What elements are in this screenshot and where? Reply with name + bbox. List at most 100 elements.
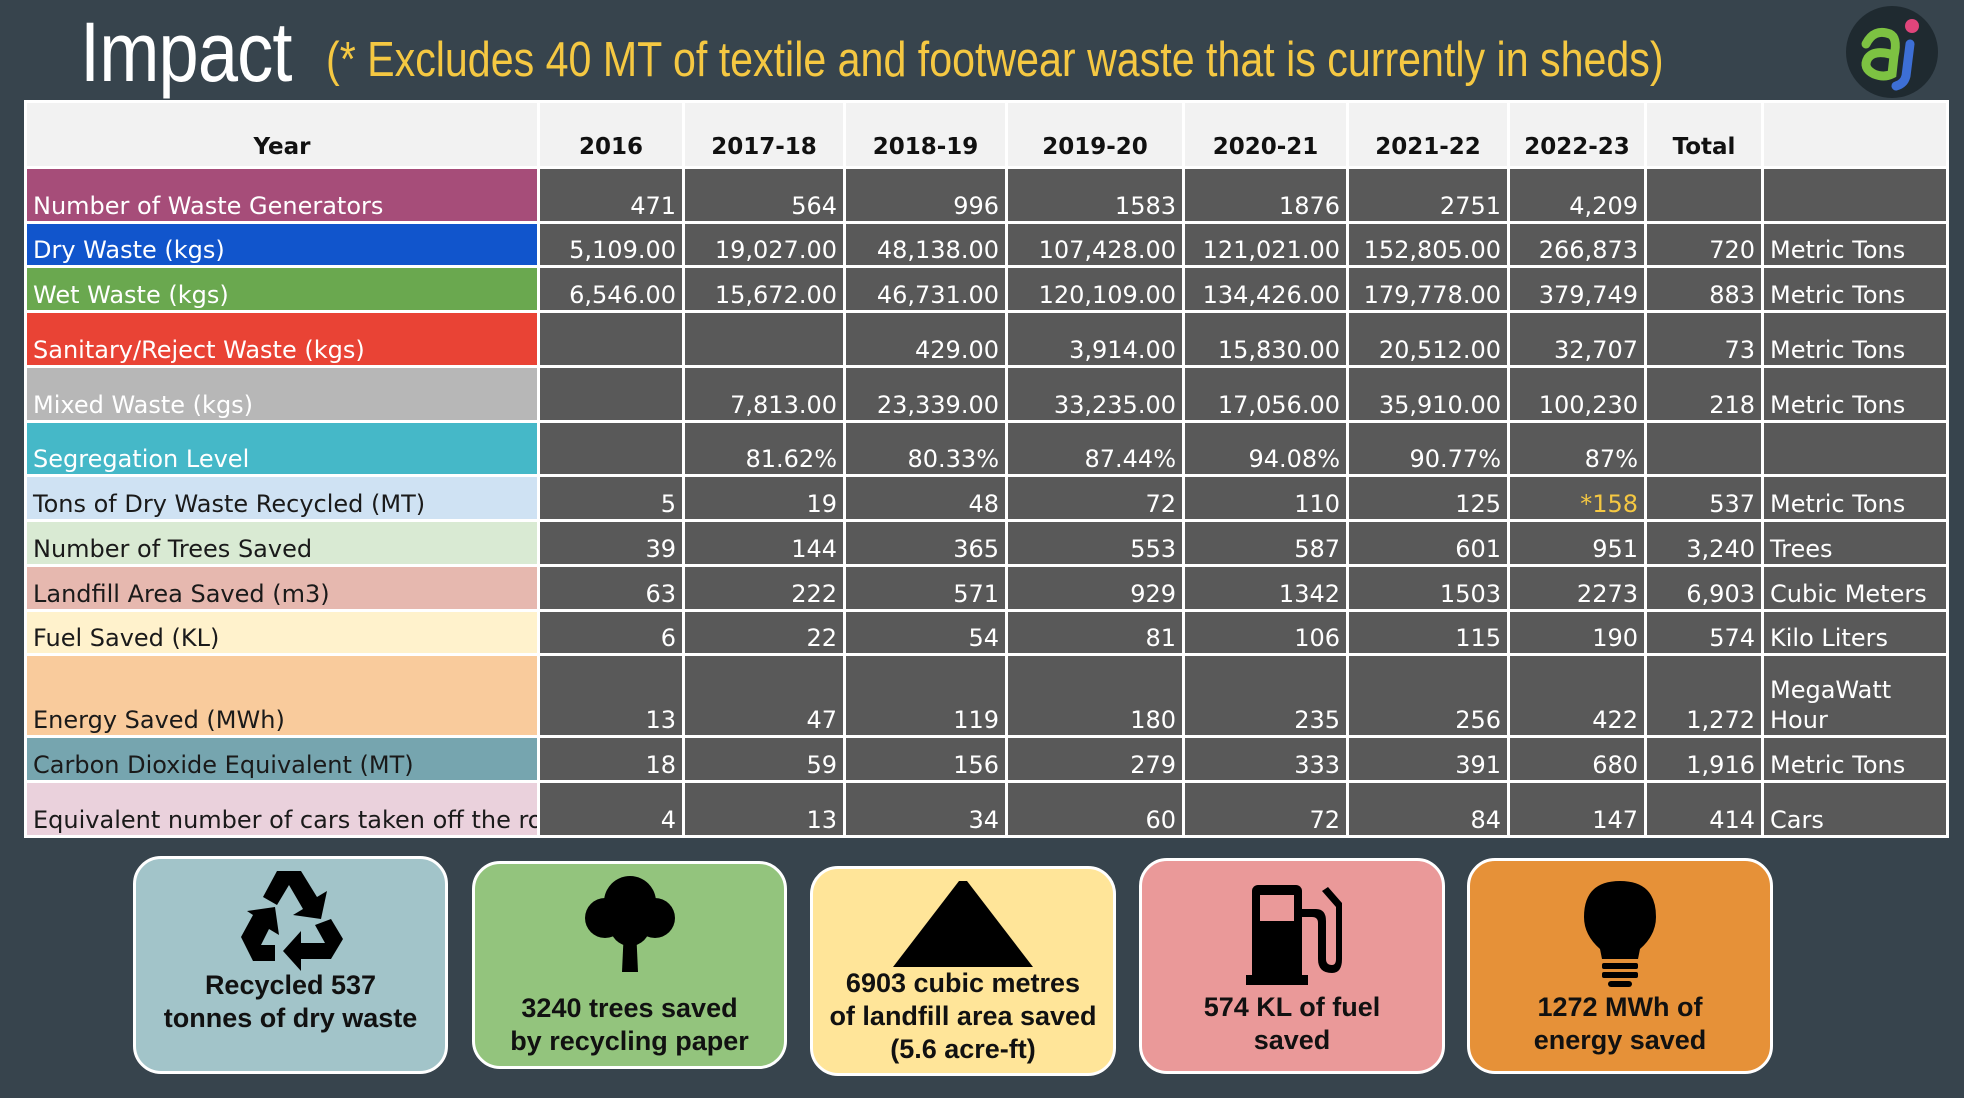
value-cell: 929 [1005,563,1185,612]
value-cell: 564 [682,166,846,224]
card-caption: 1272 MWh of energy saved [1470,991,1770,1057]
value-cell: 48,138.00 [843,220,1008,269]
value-cell: 1,272 [1644,653,1764,739]
value-cell: 72 [1182,780,1349,838]
value-cell: 391 [1346,735,1510,784]
table-row: Number of Trees Saved 39 144 365 553 587 601 95… [24,519,1949,567]
unit-cell: MegaWatt Hour [1761,653,1949,739]
value-cell: 84 [1346,780,1510,838]
row-label: Number of Waste Generators [24,166,540,224]
row-label: Fuel Saved (KL) [24,608,540,657]
value-cell [1644,419,1764,478]
value-cell: 333 [1182,735,1349,784]
value-cell: 17,056.00 [1182,364,1349,423]
card-caption-line: energy saved [1533,1025,1707,1055]
value-cell: 90.77% [1346,419,1510,478]
value-cell: 951 [1507,519,1647,567]
value-cell: 63 [537,563,685,612]
column-header-2017-18: 2017-18 [682,100,846,169]
value-cell: 5,109.00 [537,220,685,269]
value-cell: 19 [682,474,846,523]
value-cell: 537 [1644,474,1764,523]
card-caption-line: tonnes of dry waste [163,1003,418,1033]
card-caption-line: of landfill area saved [829,1001,1097,1031]
value-cell: 119 [843,653,1008,739]
value-cell: 110 [1182,474,1349,523]
card-caption: 3240 trees saved by recycling paper [475,992,784,1058]
row-label: Sanitary/Reject Waste (kgs) [24,310,540,368]
value-cell [1644,166,1764,224]
value-cell: 4 [537,780,685,838]
tree-icon [475,868,784,978]
value-cell: 115 [1346,608,1510,657]
row-label: Equivalent number of cars taken off the … [24,780,540,838]
value-cell: 218 [1644,364,1764,423]
column-header-2022-23: 2022-23 [1507,100,1647,169]
value-cell: *158 [1507,474,1647,523]
table-row: Tons of Dry Waste Recycled (MT) 5 19 48 72 11… [24,474,1949,523]
value-cell: 107,428.00 [1005,220,1185,269]
card-caption-line: 3240 trees saved [521,993,738,1023]
table-row: Sanitary/Reject Waste (kgs) 429.00 3,914.0… [24,310,1949,368]
table-row: Energy Saved (MWh) 13 47 119 180 235 256 422 1,2… [24,653,1949,739]
value-cell [537,364,685,423]
value-cell: 81 [1005,608,1185,657]
value-cell: 1342 [1182,563,1349,612]
value-cell: 571 [843,563,1008,612]
table-row: Carbon Dioxide Equivalent (MT) 18 59 156 279… [24,735,1949,784]
value-cell: 147 [1507,780,1647,838]
value-cell: 20,512.00 [1346,310,1510,368]
column-header-total: Total [1644,100,1764,169]
value-cell: 471 [537,166,685,224]
value-cell: 365 [843,519,1008,567]
value-cell: 46,731.00 [843,265,1008,314]
value-cell: 81.62% [682,419,846,478]
card-fuel: 574 KL of fuel saved [1139,858,1445,1074]
table-header-row: Year 2016 2017-18 2018-19 2019-20 2020-21 2021… [24,100,1949,169]
value-cell: 414 [1644,780,1764,838]
value-cell: 6,903 [1644,563,1764,612]
value-cell: 601 [1346,519,1510,567]
column-header-2018-19: 2018-19 [843,100,1008,169]
value-cell: 13 [537,653,685,739]
value-cell: 39 [537,519,685,567]
value-cell: 120,109.00 [1005,265,1185,314]
value-cell: 6 [537,608,685,657]
row-label: Energy Saved (MWh) [24,653,540,739]
unit-cell: Cubic Meters [1761,563,1949,612]
value-cell: 235 [1182,653,1349,739]
value-cell: 144 [682,519,846,567]
value-cell: 94.08% [1182,419,1349,478]
value-cell: 3,914.00 [1005,310,1185,368]
table-row: Wet Waste (kgs) 6,546.00 15,672.00 46,731.0… [24,265,1949,314]
recycle-icon [136,865,445,975]
column-header-2020-21: 2020-21 [1182,100,1349,169]
value-cell: 1583 [1005,166,1185,224]
unit-cell: Kilo Liters [1761,608,1949,657]
value-cell: 6,546.00 [537,265,685,314]
table-row: Dry Waste (kgs) 5,109.00 19,027.00 48,138.0… [24,220,1949,269]
value-cell: 429.00 [843,310,1008,368]
value-cell: 1503 [1346,563,1510,612]
value-cell: 720 [1644,220,1764,269]
page-subtitle: (* Excludes 40 MT of textile and footwea… [326,33,1664,87]
value-cell: 134,426.00 [1182,265,1349,314]
unit-cell [1761,419,1949,478]
value-cell: 121,021.00 [1182,220,1349,269]
column-header-2019-20: 2019-20 [1005,100,1185,169]
row-label: Mixed Waste (kgs) [24,364,540,423]
value-cell [537,310,685,368]
value-cell: 7,813.00 [682,364,846,423]
card-caption: Recycled 537 tonnes of dry waste [136,969,445,1035]
value-cell: 87% [1507,419,1647,478]
card-caption-line: 574 KL of fuel [1203,992,1381,1022]
mountain-icon [813,875,1113,970]
value-cell: 156 [843,735,1008,784]
value-cell: 87.44% [1005,419,1185,478]
value-cell: 13 [682,780,846,838]
brand-logo-icon [1844,4,1940,100]
value-cell: 60 [1005,780,1185,838]
value-cell: 179,778.00 [1346,265,1510,314]
value-cell: 125 [1346,474,1510,523]
value-cell [682,310,846,368]
